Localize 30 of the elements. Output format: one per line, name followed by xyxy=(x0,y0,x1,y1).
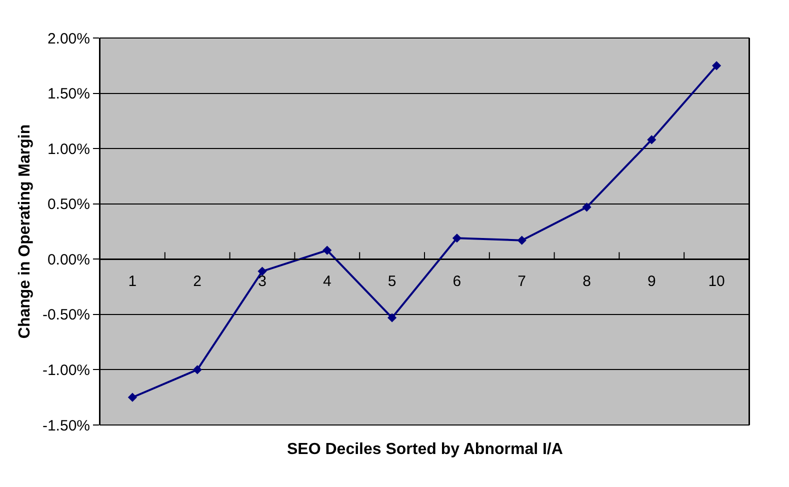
x-tick-label: 4 xyxy=(322,273,332,290)
y-tick-label: 0.50% xyxy=(47,196,90,214)
y-tick-label: 0.00% xyxy=(47,251,90,268)
x-tick-label: 10 xyxy=(708,273,725,290)
point xyxy=(647,135,656,144)
x-tick-label: 2 xyxy=(193,273,202,290)
y-tick-label: -1.00% xyxy=(42,362,90,379)
y-tick-label: 1.50% xyxy=(47,86,90,103)
x-tick-label: 5 xyxy=(388,273,396,290)
x-tick-label: 7 xyxy=(518,273,526,290)
y-tick-label: -0.50% xyxy=(42,306,90,324)
point xyxy=(582,202,592,212)
x-axis-title: SEO Deciles Sorted by Abnormal I/A xyxy=(287,441,564,458)
y-tick-label: 1.00% xyxy=(47,140,90,158)
x-tick-label: 8 xyxy=(582,273,591,290)
point xyxy=(322,246,332,255)
point xyxy=(192,365,202,374)
x-tick-label: 6 xyxy=(452,273,462,290)
x-tick-label: 1 xyxy=(128,273,137,290)
x-tick-label: 9 xyxy=(647,273,656,290)
point xyxy=(258,266,267,276)
y-axis-title: Change in Operating Margin xyxy=(16,124,34,339)
point xyxy=(712,61,722,70)
point xyxy=(128,392,137,402)
x-tick-label: 3 xyxy=(258,273,266,290)
point xyxy=(452,234,462,243)
point xyxy=(517,236,526,245)
y-tick-label: 2.00% xyxy=(47,30,90,48)
point xyxy=(388,313,397,322)
y-tick-label: -1.50% xyxy=(42,417,90,434)
